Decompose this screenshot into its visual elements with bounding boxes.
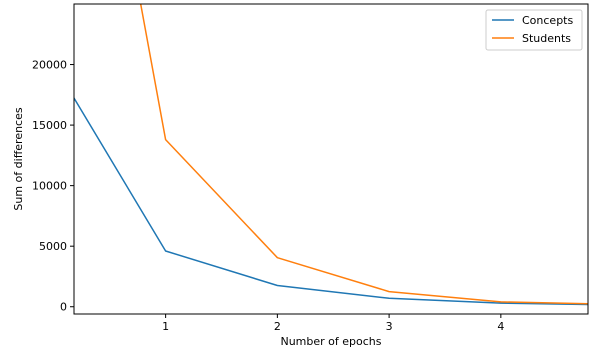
x-tick-label: 3 bbox=[386, 320, 393, 333]
series-line-concepts bbox=[74, 96, 588, 306]
x-axis: 1 2 3 4 bbox=[162, 314, 504, 333]
series-layer bbox=[74, 4, 588, 306]
plot-frame bbox=[73, 3, 589, 315]
x-tick-label: 2 bbox=[274, 320, 281, 333]
x-tick-label: 4 bbox=[497, 320, 504, 333]
plot-area bbox=[74, 4, 588, 314]
y-tick-label: 10000 bbox=[32, 180, 67, 193]
y-tick-label: 20000 bbox=[32, 59, 67, 72]
series-line-students bbox=[139, 4, 588, 305]
x-axis-label: Number of epochs bbox=[280, 335, 381, 348]
y-tick-label: 15000 bbox=[32, 119, 67, 132]
y-tick-label: 0 bbox=[60, 301, 67, 314]
legend: Concepts Students bbox=[485, 9, 583, 51]
y-axis-label: Sum of differences bbox=[12, 107, 25, 210]
y-tick-label: 5000 bbox=[39, 240, 67, 253]
x-tick-label: 1 bbox=[162, 320, 169, 333]
y-axis: 0 5000 10000 15000 20000 bbox=[32, 59, 74, 314]
legend-label: Concepts bbox=[522, 14, 573, 27]
legend-label: Students bbox=[522, 32, 571, 45]
